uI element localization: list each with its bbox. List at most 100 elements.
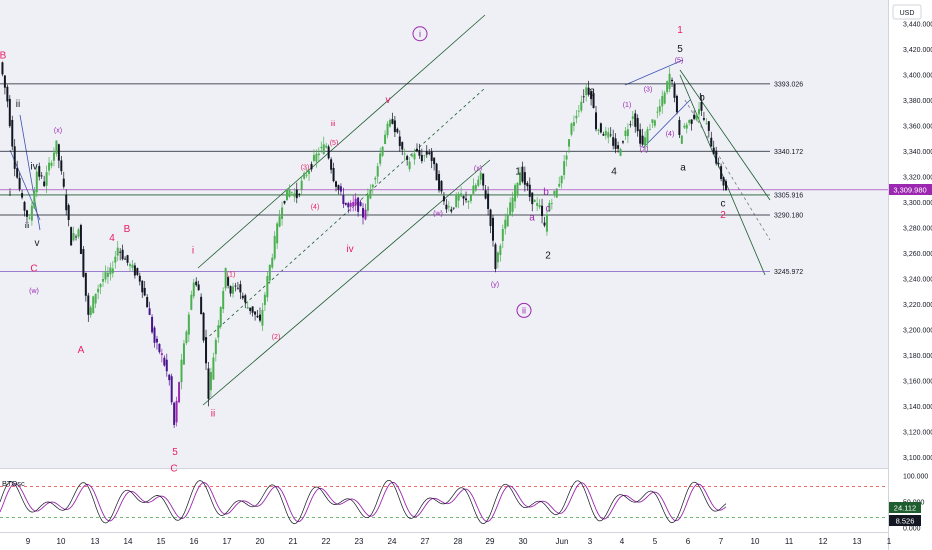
trend-line[interactable] xyxy=(642,99,691,149)
candle-body xyxy=(430,151,433,161)
candle-body xyxy=(229,286,232,294)
candle-body xyxy=(702,118,705,120)
trend-line[interactable] xyxy=(202,159,491,406)
candle-body xyxy=(408,161,411,170)
candle-body xyxy=(587,87,590,95)
candle-body xyxy=(205,337,208,364)
candle-body xyxy=(16,168,19,178)
candle-body xyxy=(374,177,377,180)
trend-line[interactable] xyxy=(624,59,684,86)
candle-body xyxy=(658,106,661,112)
candle-body xyxy=(482,173,485,186)
candle-body xyxy=(651,119,654,123)
y-tick-label: 3,140.000 xyxy=(903,404,932,411)
candle-body xyxy=(531,192,534,205)
wave-label: C xyxy=(170,464,177,475)
candle-body xyxy=(261,309,264,326)
x-tick-label: 7 xyxy=(719,537,724,546)
candle-body xyxy=(460,193,463,197)
candle-body xyxy=(523,172,526,185)
y-tick-label: 3,100.000 xyxy=(903,455,932,462)
candle-body xyxy=(425,151,428,155)
candle-body xyxy=(192,282,195,297)
wave-label: A xyxy=(78,345,85,356)
oscillator-value-b: 8.526 xyxy=(896,517,915,526)
candle-body xyxy=(38,165,41,177)
candle-body xyxy=(158,343,161,353)
currency-box[interactable] xyxy=(892,4,922,20)
wave-label: (4) xyxy=(666,131,675,138)
candle-body xyxy=(23,202,26,211)
y-tick-label: 3,380.000 xyxy=(903,98,932,105)
x-tick-label: 21 xyxy=(289,537,298,546)
x-tick-label: Jun xyxy=(556,537,569,546)
candle-body xyxy=(577,110,580,112)
candle-body xyxy=(538,204,541,208)
wave-label: iv xyxy=(30,161,37,172)
trend-line[interactable] xyxy=(197,14,486,269)
candle-body xyxy=(526,183,529,187)
candle-body xyxy=(109,267,112,275)
candle-body xyxy=(580,101,583,111)
x-tick-label: 28 xyxy=(454,537,463,546)
candle-body xyxy=(163,357,166,366)
candle-body xyxy=(609,134,612,136)
candle-body xyxy=(254,311,257,315)
candle-body xyxy=(57,144,60,161)
candle-body xyxy=(612,137,615,146)
trend-line[interactable] xyxy=(679,74,766,276)
candle-body xyxy=(75,236,78,238)
candle-body xyxy=(214,339,217,355)
candle-body xyxy=(599,123,602,133)
candle-body xyxy=(648,129,651,131)
x-tick-label: 24 xyxy=(388,537,397,546)
candle-body xyxy=(440,180,443,192)
candle-body xyxy=(119,251,122,253)
candle-body xyxy=(357,197,360,212)
y-tick-label: 3,320.000 xyxy=(903,175,932,182)
candle-body xyxy=(685,124,688,129)
candle-body xyxy=(504,219,507,229)
trend-line[interactable] xyxy=(19,114,41,231)
candle-body xyxy=(67,205,70,220)
candle-body xyxy=(501,228,504,241)
wave-label: (x) xyxy=(474,166,482,173)
candle-body xyxy=(133,265,136,276)
candle-body xyxy=(178,382,181,403)
candle-body xyxy=(393,120,396,133)
candle-body xyxy=(322,144,325,155)
candle-body xyxy=(354,198,357,206)
candle-body xyxy=(671,79,674,82)
trend-line[interactable] xyxy=(204,87,486,341)
candle-body xyxy=(496,252,499,263)
candle-body xyxy=(197,284,200,291)
candle-body xyxy=(317,153,320,156)
candle-body xyxy=(217,325,220,338)
candle-body xyxy=(308,171,311,174)
candle-body xyxy=(487,193,490,209)
current-price-label: 3,309.980 xyxy=(893,186,926,195)
candle-body xyxy=(725,181,727,191)
candle-body xyxy=(146,296,149,308)
wave-label: (3) xyxy=(644,87,653,94)
candle-body xyxy=(617,145,620,149)
candle-body xyxy=(141,280,144,293)
x-tick-label: 17 xyxy=(223,537,232,546)
candle-body xyxy=(717,163,720,165)
candle-body xyxy=(445,204,448,210)
candle-body xyxy=(641,135,644,145)
x-tick-label: 29 xyxy=(486,537,495,546)
candle-body xyxy=(281,207,284,219)
candle-body xyxy=(695,114,698,120)
oscillator-name: BTOsc xyxy=(2,479,25,488)
candle-body xyxy=(403,153,406,155)
candle-body xyxy=(249,307,252,311)
candle-body xyxy=(251,306,254,313)
x-tick-label: 15 xyxy=(157,537,166,546)
trend-line[interactable] xyxy=(679,69,771,201)
circled-wave-marker xyxy=(516,302,532,318)
candle-body xyxy=(595,112,598,130)
candle-body xyxy=(111,268,114,274)
candle-body xyxy=(518,172,521,186)
